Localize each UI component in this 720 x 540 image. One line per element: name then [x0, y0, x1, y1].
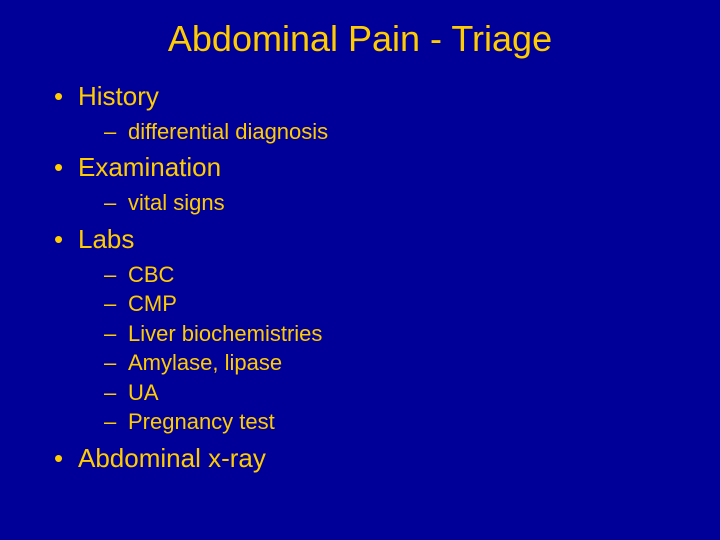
bullet-group: •Abdominal x-ray [40, 444, 680, 474]
level1-label: Labs [78, 224, 134, 254]
level2-item: –vital signs [104, 189, 680, 217]
level2-label: UA [128, 380, 159, 405]
level2-item: –CMP [104, 290, 680, 318]
level1-label: Examination [78, 152, 221, 182]
level2-label: Liver biochemistries [128, 321, 322, 346]
level2-label: Pregnancy test [128, 409, 275, 434]
level2-item: –Amylase, lipase [104, 349, 680, 377]
level1-item: •Abdominal x-ray [54, 444, 680, 474]
level2-label: differential diagnosis [128, 119, 328, 144]
level1-item: •History [54, 82, 680, 112]
level2-item: –Liver biochemistries [104, 320, 680, 348]
bullet-group: •Labs –CBC –CMP –Liver biochemistries –A… [40, 225, 680, 436]
level2-item: –differential diagnosis [104, 118, 680, 146]
level2-item: –UA [104, 379, 680, 407]
level1-label: Abdominal x-ray [78, 443, 266, 473]
level1-item: •Labs [54, 225, 680, 255]
level2-label: CBC [128, 262, 174, 287]
bullet-group: •Examination –vital signs [40, 153, 680, 216]
slide-title: Abdominal Pain - Triage [100, 18, 620, 60]
level2-label: vital signs [128, 190, 225, 215]
level1-label: History [78, 81, 159, 111]
level2-label: CMP [128, 291, 177, 316]
level2-label: Amylase, lipase [128, 350, 282, 375]
level2-item: –CBC [104, 261, 680, 289]
level1-item: •Examination [54, 153, 680, 183]
level2-item: –Pregnancy test [104, 408, 680, 436]
bullet-group: •History –differential diagnosis [40, 82, 680, 145]
